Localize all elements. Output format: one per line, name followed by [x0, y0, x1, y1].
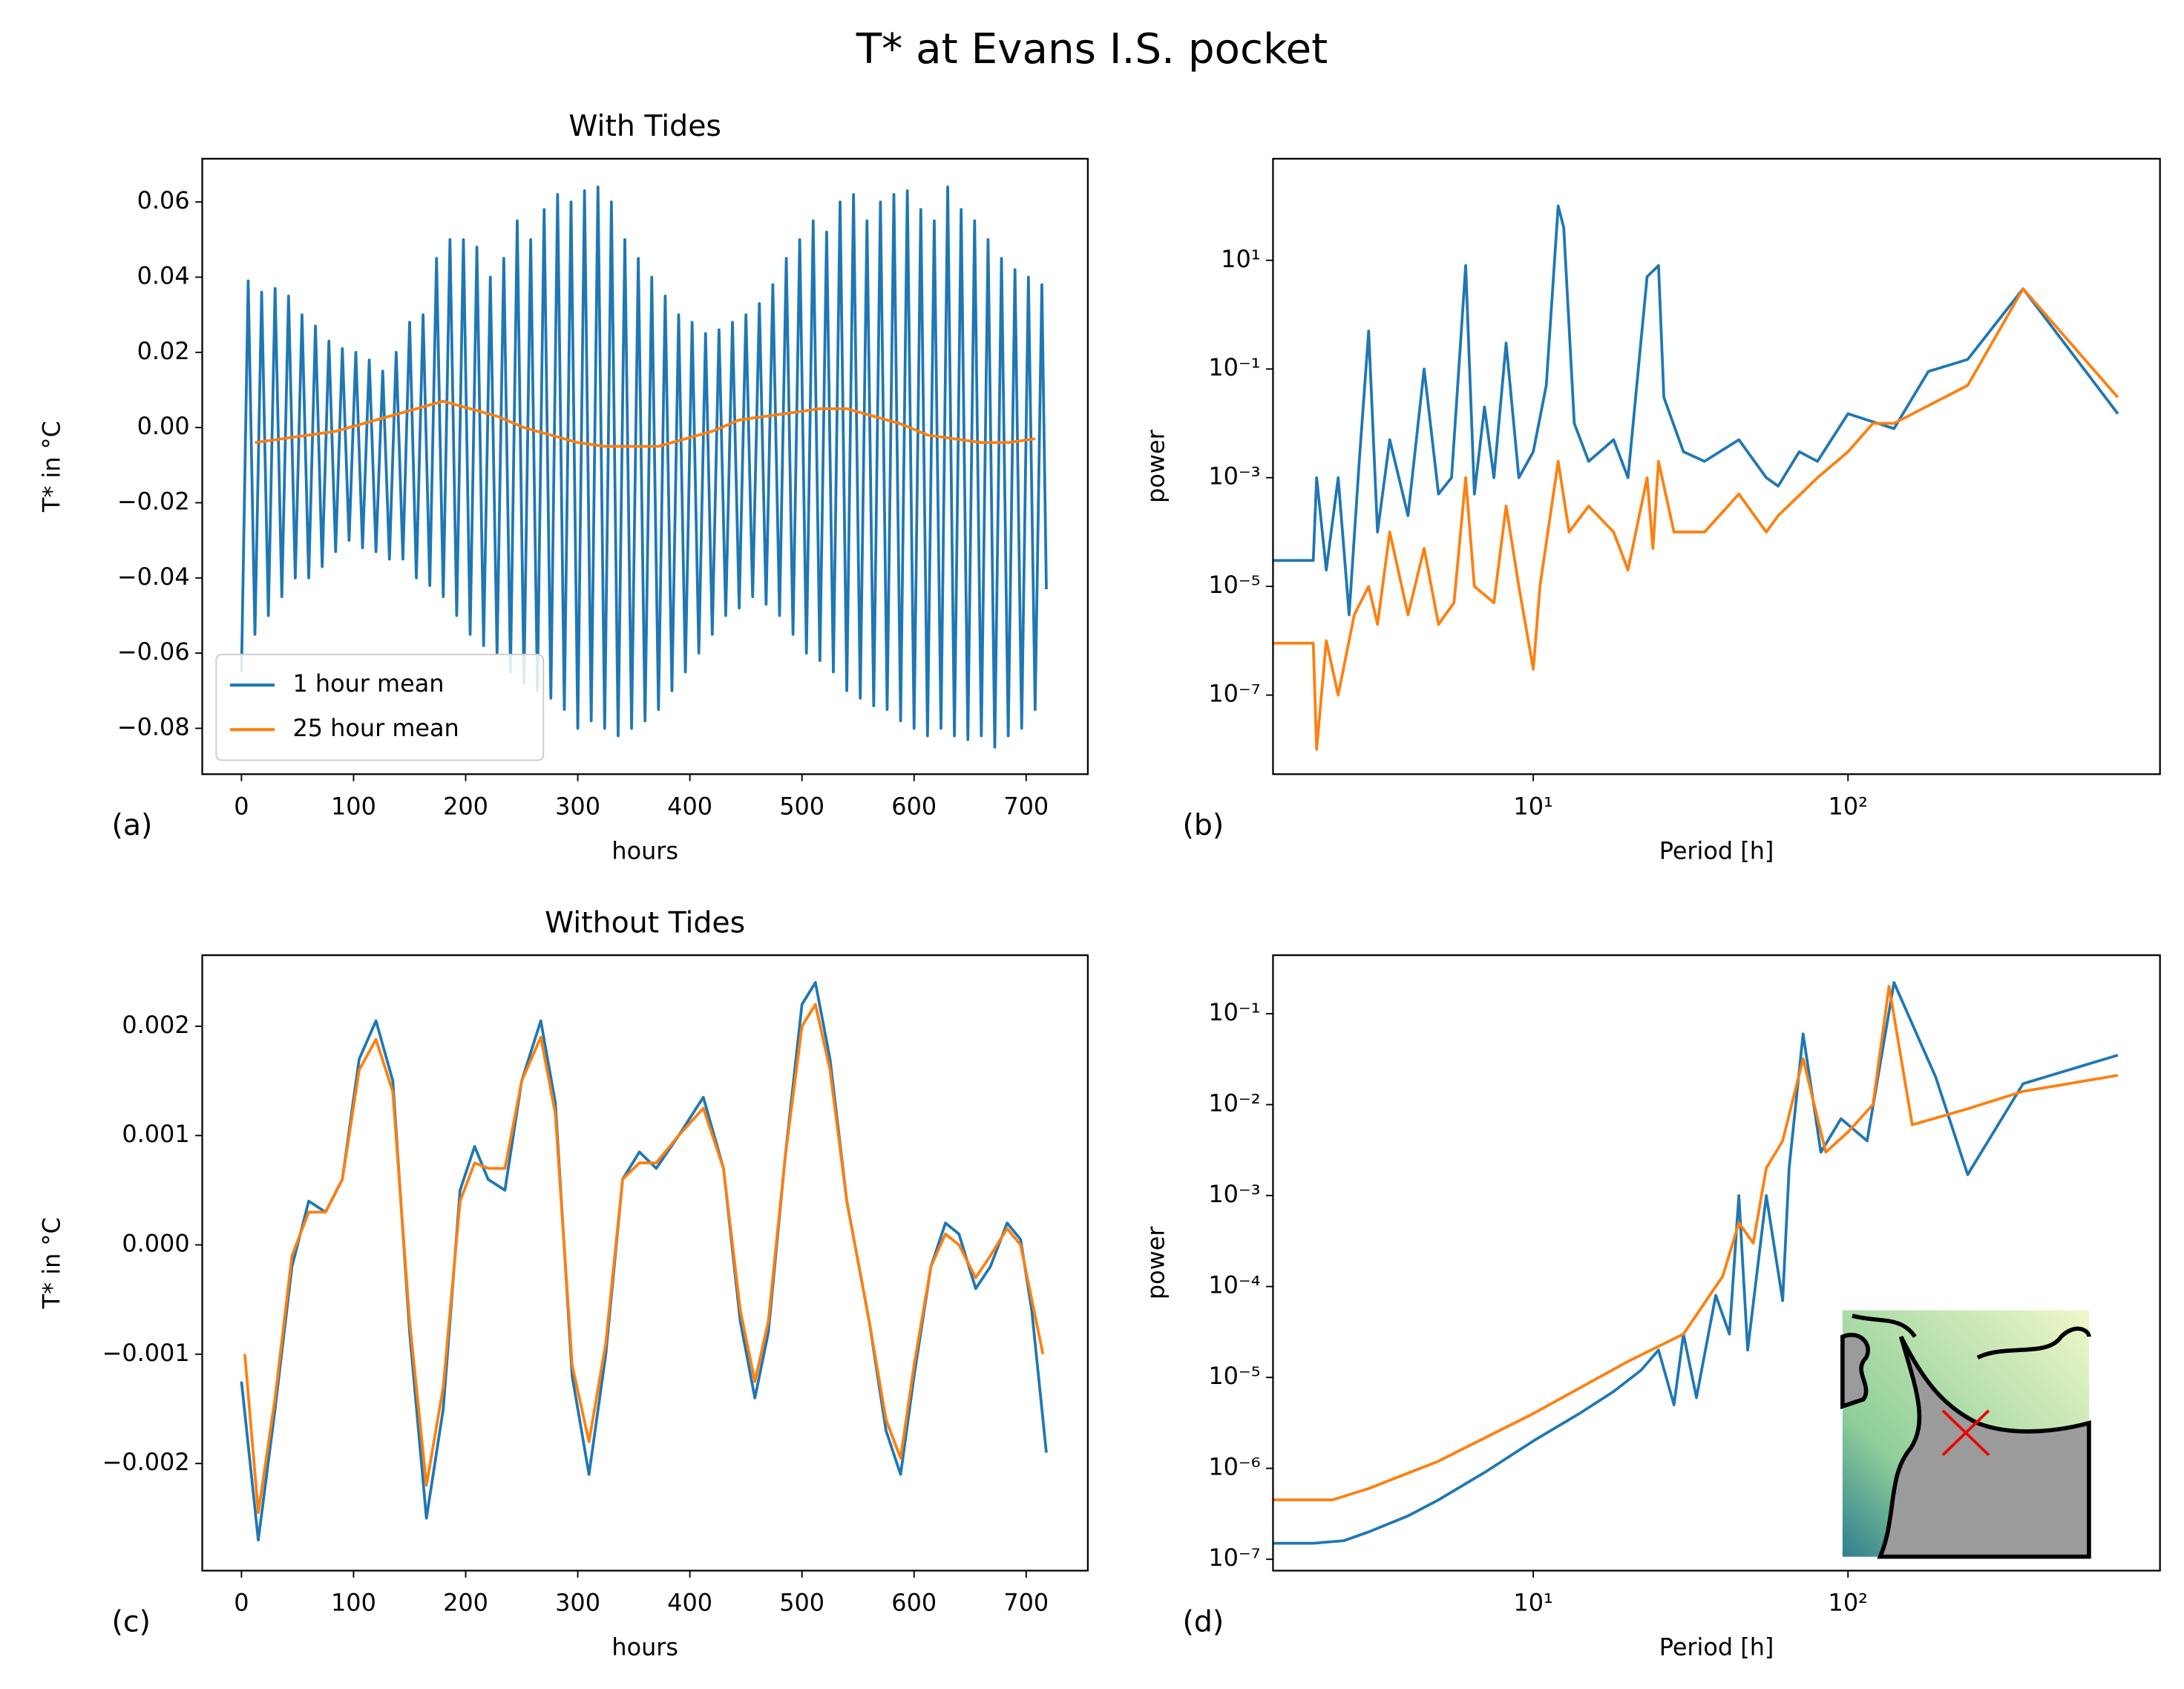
y-tick-label: −0.08: [117, 712, 190, 741]
y-tick-label: 10¹: [1221, 245, 1260, 273]
x-tick-label: 300: [555, 792, 600, 820]
x-tick-label: 10²: [1829, 1589, 1868, 1617]
x-tick-label: 10²: [1829, 792, 1868, 820]
x-tick-label: 700: [1003, 1589, 1049, 1617]
axes-frame: [1272, 954, 2161, 1572]
axes-title: With Tides: [568, 109, 721, 143]
y-tick-label: 0.04: [137, 261, 190, 289]
panel-label: (c): [112, 1604, 151, 1639]
y-axis-label: T* in °C: [38, 1217, 66, 1309]
y-tick-label: 10⁻¹: [1208, 998, 1260, 1026]
y-tick-label: 0.02: [137, 337, 190, 365]
x-tick-label: 200: [443, 792, 488, 820]
series-line: [1273, 981, 2119, 1545]
axes-frame: [201, 954, 1089, 1572]
x-tick-label: 400: [667, 792, 712, 820]
y-tick-label: 10⁻³: [1208, 1180, 1260, 1208]
x-tick-label: 500: [779, 1589, 824, 1617]
y-tick-label: 0.001: [122, 1120, 189, 1148]
y-tick-label: 10⁻⁵: [1208, 1362, 1260, 1390]
y-tick-label: 0.000: [122, 1230, 189, 1258]
y-tick-label: 10⁻⁷: [1208, 680, 1260, 708]
series-line: [1273, 204, 2119, 617]
panel-label: (a): [112, 808, 153, 842]
y-tick-label: 10⁻⁴: [1208, 1271, 1260, 1299]
axes-frame: [1272, 157, 2161, 775]
y-tick-label: 10⁻³: [1208, 462, 1260, 491]
x-axis-label: hours: [611, 1633, 678, 1662]
x-axis-label: Period [h]: [1659, 1633, 1774, 1662]
x-tick-label: 700: [1003, 792, 1049, 820]
series-line: [240, 186, 1048, 749]
y-tick-label: −0.001: [102, 1339, 190, 1367]
y-tick-label: 0.00: [137, 412, 190, 440]
series-line: [255, 399, 1036, 448]
inset-map: [1840, 1310, 2091, 1559]
y-tick-label: 10⁻⁷: [1208, 1544, 1260, 1572]
x-tick-label: 200: [443, 1589, 488, 1617]
x-tick-label: 0: [234, 1589, 249, 1617]
x-tick-label: 100: [331, 1589, 376, 1617]
x-tick-label: 100: [331, 792, 376, 820]
y-tick-label: 0.06: [137, 186, 190, 214]
x-axis-label: Period [h]: [1659, 836, 1774, 865]
y-tick-label: 10⁻⁵: [1208, 571, 1260, 599]
y-tick-label: −0.04: [117, 563, 190, 591]
axes-frame: [201, 157, 1089, 775]
legend-label: 1 hour mean: [292, 669, 444, 698]
y-tick-label: 10⁻⁶: [1208, 1453, 1260, 1481]
series-line: [1273, 287, 2119, 751]
y-tick-label: 0.002: [122, 1011, 189, 1039]
x-axis-label: hours: [611, 836, 678, 865]
figure-title: T* at Evans I.S. pocket: [856, 25, 1328, 73]
x-tick-label: 10¹: [1513, 1589, 1552, 1617]
y-axis-label: T* in °C: [38, 421, 66, 513]
x-tick-label: 600: [891, 1589, 937, 1617]
y-axis-label: power: [1142, 1226, 1170, 1299]
y-tick-label: −0.002: [102, 1448, 190, 1476]
y-axis-label: power: [1142, 429, 1170, 502]
series-line: [1273, 985, 2119, 1502]
series-line: [243, 1003, 1045, 1515]
y-tick-label: −0.06: [117, 637, 190, 666]
y-tick-label: 10⁻²: [1208, 1089, 1260, 1118]
axes-title: Without Tides: [545, 905, 745, 939]
y-tick-label: 10⁻¹: [1208, 353, 1260, 381]
legend-box: [215, 653, 545, 761]
panel-label: (d): [1182, 1604, 1224, 1639]
panel-label: (b): [1182, 808, 1224, 842]
x-tick-label: 600: [891, 792, 937, 820]
x-tick-label: 0: [234, 792, 249, 820]
x-tick-label: 400: [667, 1589, 712, 1617]
x-tick-label: 500: [779, 792, 824, 820]
x-tick-label: 10¹: [1513, 792, 1552, 820]
x-tick-label: 300: [555, 1589, 600, 1617]
legend-label: 25 hour mean: [292, 714, 459, 742]
y-tick-label: −0.02: [117, 487, 190, 515]
